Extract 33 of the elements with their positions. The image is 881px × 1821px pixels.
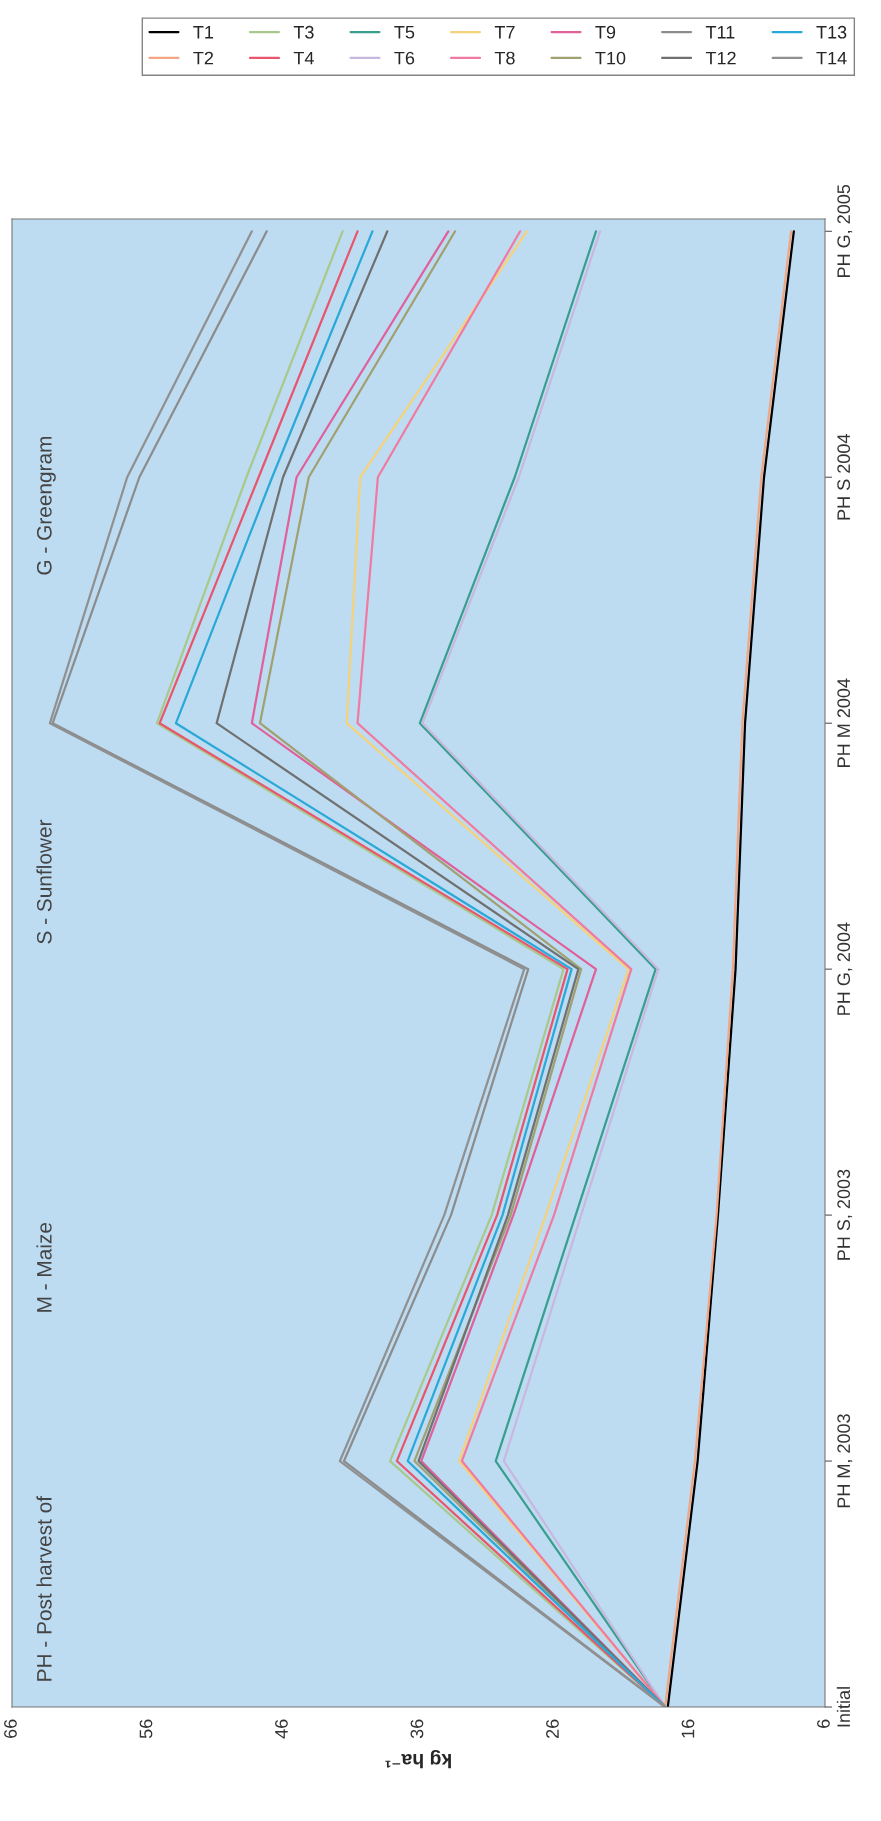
legend-label: T9 (595, 25, 616, 39)
legend-label: T2 (193, 51, 214, 65)
y-tick-label: PH S, 2003 (837, 1169, 853, 1260)
legend-label: T12 (705, 51, 736, 65)
annotation: PH - Post harvest of (36, 1495, 52, 1681)
annotation: G - Greengram (36, 436, 56, 575)
y-tick-label: Initial (836, 1687, 851, 1727)
legend-label: T11 (705, 26, 735, 39)
x-tick-label: 26 (546, 1719, 559, 1738)
legend-label: T13 (816, 25, 847, 39)
y-tick-label: PH M, 2003 (837, 1414, 853, 1508)
legend-label: T6 (394, 51, 415, 65)
y-tick-label: PH S 2004 (837, 434, 851, 520)
legend-label: T7 (494, 26, 515, 39)
legend-label: T5 (394, 26, 415, 39)
x-tick-label: 46 (275, 1719, 288, 1739)
legend-label: T1 (193, 26, 214, 39)
annotation: S - Sunflower (36, 819, 52, 944)
x-tick-label: 6 (817, 1719, 830, 1728)
x-tick-label: 16 (681, 1719, 695, 1738)
legend-label: T3 (293, 25, 314, 39)
annotation: M - Maize (36, 1222, 52, 1312)
x-axis-title: kg ha⁻¹ (385, 1750, 451, 1769)
legend-label: T8 (494, 51, 515, 65)
legend-label: T4 (293, 51, 314, 65)
y-tick-label: PH G, 2005 (837, 184, 853, 277)
x-tick-label: 36 (410, 1719, 424, 1739)
legend-label: T14 (816, 51, 847, 65)
legend-label: T10 (595, 51, 626, 65)
x-tick-label: 66 (4, 1719, 17, 1738)
y-tick-label: PH M 2004 (837, 678, 851, 767)
x-tick-label: 56 (139, 1719, 153, 1739)
y-tick-label: PH G, 2004 (837, 922, 853, 1015)
